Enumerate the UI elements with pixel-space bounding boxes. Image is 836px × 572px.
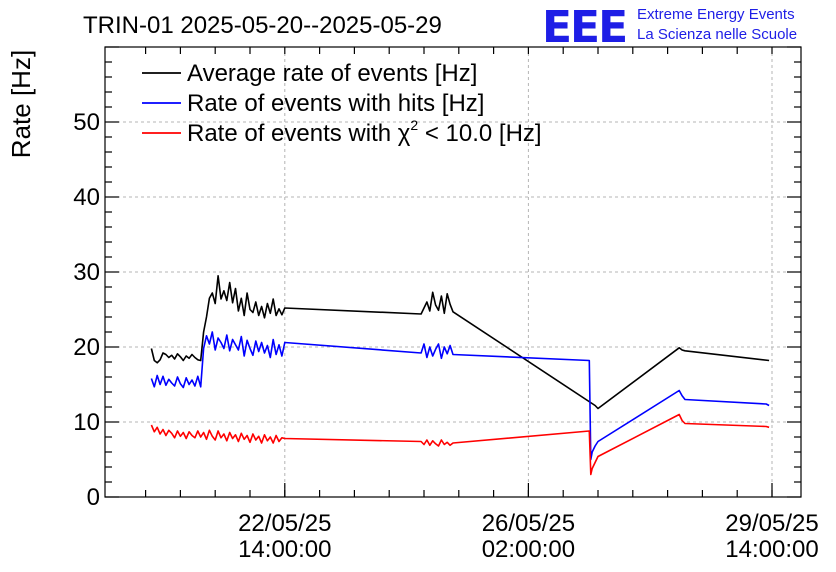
legend-label-1: Average rate of events [Hz] xyxy=(187,60,477,87)
x-tick-label-date: 29/05/25 xyxy=(725,510,818,537)
series-line-1 xyxy=(150,275,770,410)
plot-axes: 0102030405022/05/2514:00:0026/05/2502:00… xyxy=(73,46,819,563)
x-tick-label-date: 22/05/25 xyxy=(238,510,331,537)
eee-logo-mark: EEE xyxy=(542,2,626,53)
y-axis-title: Rate [Hz] xyxy=(6,50,36,158)
x-tick-label-time: 14:00:00 xyxy=(238,536,331,563)
y-tick-label: 10 xyxy=(73,409,100,436)
y-tick-label: 50 xyxy=(73,109,100,136)
y-tick-label: 40 xyxy=(73,184,100,211)
legend-label-2: Rate of events with hits [Hz] xyxy=(187,90,484,117)
x-tick-label-time: 02:00:00 xyxy=(482,536,575,563)
legend-label-rest: < 10.0 [Hz] xyxy=(418,120,541,147)
eee-logo-line2: La Scienza nelle Scuole xyxy=(637,26,797,43)
series-line-2 xyxy=(150,331,770,461)
legend-label-3: Rate of events with χ2 < 10.0 [Hz] xyxy=(187,117,542,147)
y-tick-label: 30 xyxy=(73,259,100,286)
series-line-3 xyxy=(150,413,770,476)
chart-title: TRIN-01 2025-05-20--2025-05-29 xyxy=(83,12,442,39)
eee-logo-line1: Extreme Energy Events xyxy=(637,6,795,23)
chart-legend: Average rate of events [Hz] Rate of event… xyxy=(142,60,542,147)
x-tick-label-time: 14:00:00 xyxy=(725,536,818,563)
y-tick-label: 20 xyxy=(73,334,100,361)
legend-superscript: 2 xyxy=(410,117,418,133)
series-layer xyxy=(150,275,770,476)
y-tick-label: 0 xyxy=(87,484,100,511)
eee-logo: EEE Extreme Energy Events La Scienza nel… xyxy=(542,2,797,53)
grid-lines xyxy=(105,47,801,497)
x-tick-label-date: 26/05/25 xyxy=(482,510,575,537)
